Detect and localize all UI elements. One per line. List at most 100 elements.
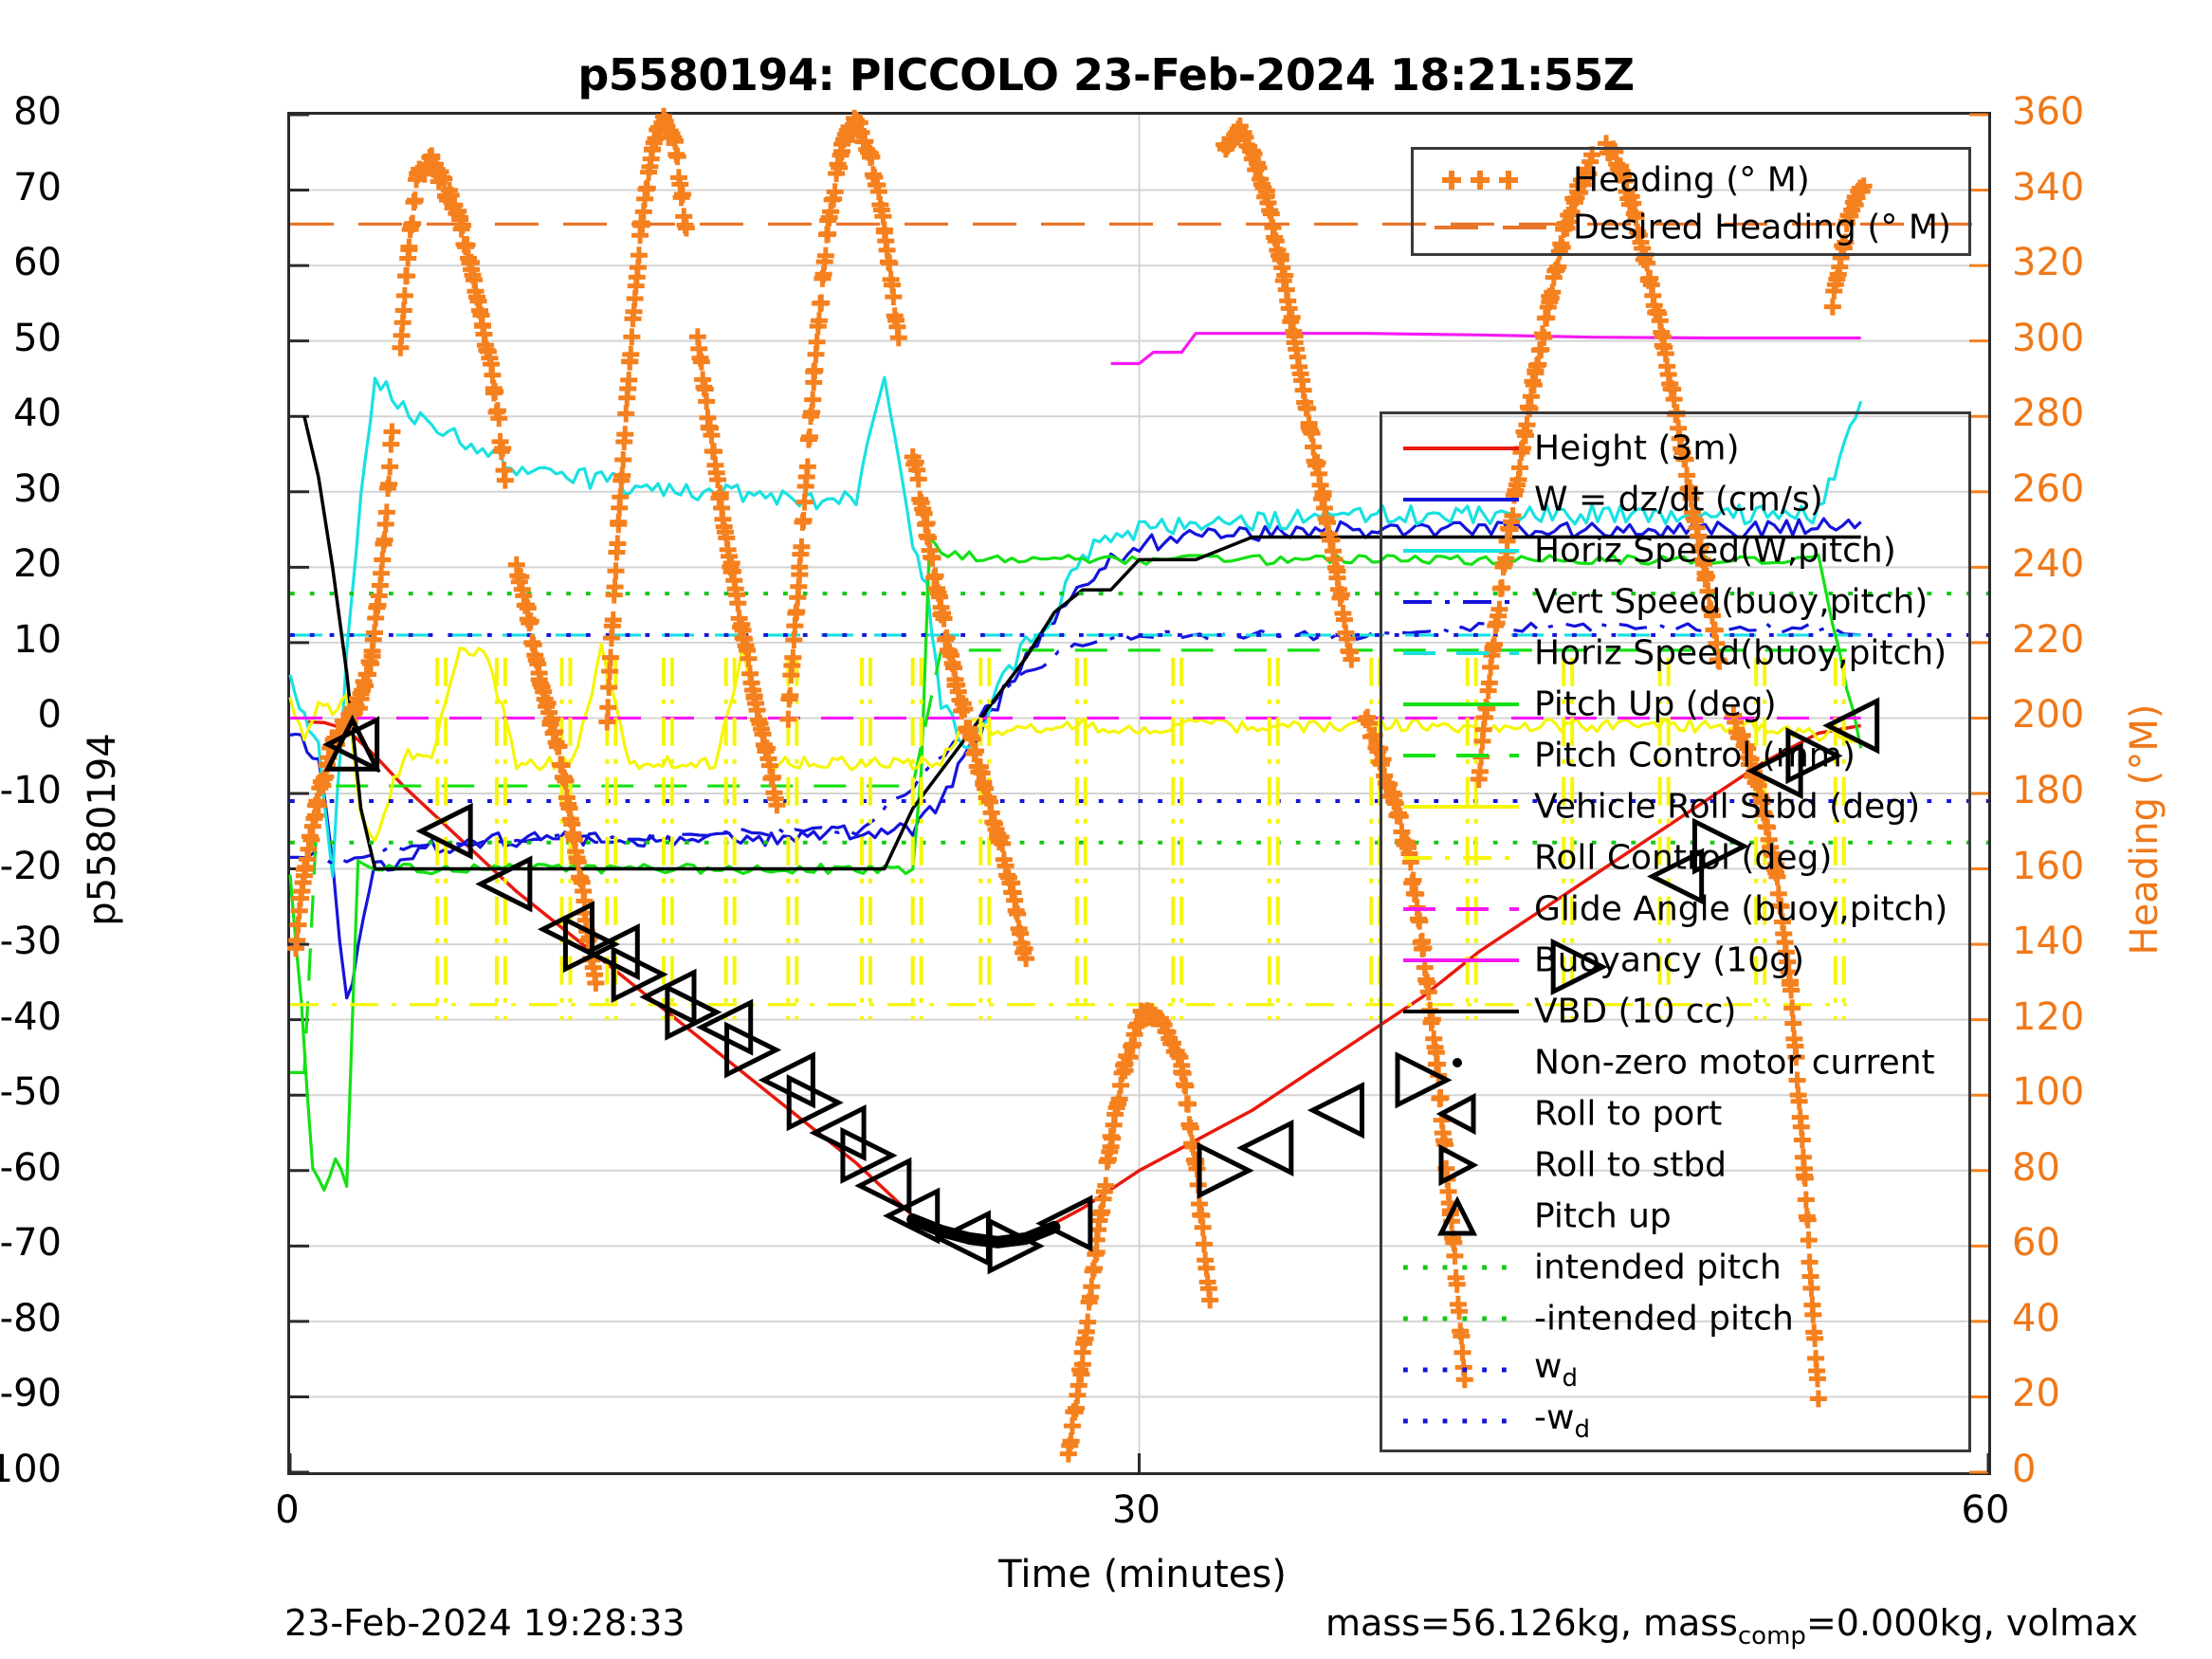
x-tick-label: 60 <box>1961 1488 2010 1532</box>
y-axis-label-left: p5580194 <box>81 733 124 926</box>
marker-roll-up <box>323 714 381 772</box>
legend-label: Vert Speed(buoy,pitch) <box>1534 582 1929 622</box>
marker-roll-left <box>415 802 473 860</box>
marker-roll-left <box>854 1157 912 1214</box>
x-axis-label: Time (minutes) <box>998 1553 1287 1596</box>
marker-roll-right <box>724 1021 782 1079</box>
legend-label: Horiz Speed(buoy,pitch) <box>1534 633 1947 673</box>
legend-heading[interactable]: Heading (° M) Desired Heading (° M) <box>1411 147 1971 256</box>
legend-label: Roll to stbd <box>1534 1145 1728 1185</box>
legend-label: -intended pitch <box>1534 1299 1794 1339</box>
footer-mass-info: mass=56.126kg, masscomp=0.000kg, volmax <box>1325 1602 2138 1650</box>
legend-label: Desired Heading (° M) <box>1573 208 1951 247</box>
legend-sample-dotted <box>1403 1265 1519 1270</box>
y-tick-label-left: -80 <box>0 1296 62 1340</box>
marker-roll-left <box>883 1187 941 1245</box>
footer-mass-subscript: comp <box>1737 1622 1806 1651</box>
y-tick-label-left: 10 <box>13 617 62 662</box>
y-tick-label-left: -20 <box>0 844 62 888</box>
legend-label: Heading (° M) <box>1573 160 1810 200</box>
marker-roll-left <box>475 855 533 913</box>
y-tick-label-right: 80 <box>2012 1145 2060 1190</box>
legend-label-subscript: d <box>1562 1364 1578 1394</box>
marker-roll-right <box>1550 938 1608 996</box>
marker-roll-left <box>322 716 380 774</box>
y-tick-label-right: 160 <box>2012 844 2085 888</box>
y-tick-label-left: -10 <box>0 769 62 812</box>
y-tick-label-left: -50 <box>0 1070 62 1115</box>
marker-roll-right <box>1785 727 1843 785</box>
legend-label: Glide Angle (buoy,pitch) <box>1534 889 1948 929</box>
legend-label: intended pitch <box>1534 1248 1782 1287</box>
marker-roll-right <box>1197 1141 1254 1199</box>
marker-roll-left <box>1746 742 1803 800</box>
y-tick-label-right: 220 <box>2012 617 2085 662</box>
motor-current-overlay <box>906 1212 1061 1249</box>
legend-label: Non-zero motor current <box>1534 1043 1935 1083</box>
series-line-vbd-10-cc <box>302 415 1861 871</box>
legend-sample-solid <box>1403 805 1519 809</box>
y-tick-label-left: 0 <box>37 693 62 738</box>
legend-sample-dashdot <box>1403 856 1519 860</box>
y-tick-label-left: 50 <box>13 316 62 360</box>
legend-label: Pitch Control (mm) <box>1534 736 1856 775</box>
series-line-buoyancy-10g <box>1110 332 1861 366</box>
y-tick-label-left: 80 <box>13 90 62 134</box>
series-line-horiz-speed-w-pitch <box>288 375 1863 879</box>
legend-label-subscript: d <box>1574 1415 1590 1445</box>
legend-sample-dotted <box>1403 1367 1519 1373</box>
y-tick-label-right: 240 <box>2012 542 2085 587</box>
y-tick-label-left: 20 <box>13 542 62 587</box>
legend-sample-dashdot <box>1403 600 1519 604</box>
legend-sample-solid <box>1403 958 1519 962</box>
y-tick-label-right: 20 <box>2012 1372 2060 1416</box>
y-tick-label-right: 300 <box>2012 316 2085 360</box>
y-tick-label-left: -100 <box>0 1448 62 1491</box>
y-tick-label-left: 70 <box>13 165 62 210</box>
y-tick-label-left: 60 <box>13 241 62 285</box>
legend-sample-solid <box>1403 498 1519 501</box>
marker-roll-right <box>1395 1051 1453 1109</box>
legend-label: Pitch Up (deg) <box>1534 684 1777 724</box>
legend-sample-dotted <box>1403 1418 1519 1424</box>
y-tick-label-right: 200 <box>2012 693 2085 738</box>
legend-sample-solid <box>1403 1010 1519 1013</box>
series-line-pitch-control-mm <box>290 648 1847 1074</box>
plot-area <box>286 107 1991 1475</box>
footer-mass-suffix: =0.000kg, volmax <box>1805 1602 2138 1644</box>
legend-label: wd <box>1534 1346 1578 1394</box>
marker-roll-left <box>1035 1194 1093 1252</box>
legend-sample-triangle-up <box>1436 1195 1478 1236</box>
x-tick-label: 0 <box>275 1488 300 1532</box>
legend-main[interactable]: Height (3m) W = dz/dt (cm/s) Horiz Speed(W… <box>1380 411 1971 1452</box>
legend-sample-thick-dot <box>1453 1058 1462 1067</box>
legend-label: Buoyancy (10g) <box>1534 940 1805 980</box>
footer-mass-prefix: mass=56.126kg, mass <box>1325 1602 1738 1644</box>
legend-sample-triangle-right <box>1438 1143 1479 1187</box>
legend-sample-dashed-long <box>1403 754 1519 757</box>
y-tick-label-left: -30 <box>0 920 62 964</box>
y-tick-label-right: 360 <box>2012 90 2085 134</box>
y-tick-label-right: 320 <box>2012 241 2085 285</box>
y-tick-label-right: 340 <box>2012 165 2085 210</box>
legend-label: Height (3m) <box>1534 428 1740 468</box>
y-tick-label-right: 40 <box>2012 1296 2060 1340</box>
marker-roll-right <box>1691 817 1750 875</box>
chart-title: p5580194: PICCOLO 23-Feb-2024 18:21:55Z <box>577 49 1635 100</box>
y-tick-label-left: -60 <box>0 1145 62 1190</box>
series-line-pitch-up-deg <box>288 535 1863 1192</box>
y-tick-label-right: 120 <box>2012 994 2085 1039</box>
legend-label: Pitch up <box>1534 1196 1672 1236</box>
marker-roll-right <box>611 945 668 1003</box>
marker-roll-right <box>562 916 621 974</box>
legend-sample-dashed-long <box>1403 651 1519 655</box>
series-line-vehicle-roll-stbd-deg <box>288 642 1861 843</box>
y-axis-label-right: Heading (°M) <box>2123 703 2166 956</box>
y-tick-label-right: 100 <box>2012 1070 2085 1115</box>
legend-sample-dashed-long <box>1403 907 1519 911</box>
marker-roll-left <box>809 1103 867 1162</box>
y-tick-label-left: 30 <box>13 466 62 511</box>
legend-label: -wd <box>1534 1397 1590 1445</box>
footer-timestamp: 23-Feb-2024 19:28:33 <box>284 1602 686 1644</box>
